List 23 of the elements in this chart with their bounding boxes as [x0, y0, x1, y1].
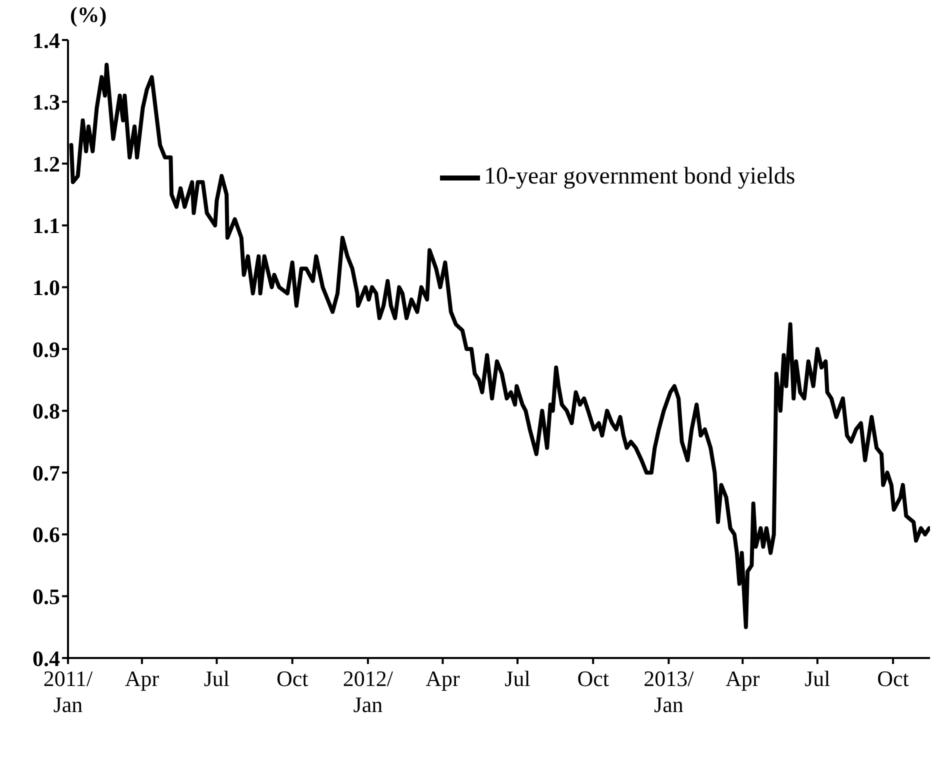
y-tick-label: 1.3: [32, 90, 60, 115]
legend-label: 10-year government bond yields: [484, 164, 796, 190]
y-tick-label: 1.2: [32, 151, 60, 176]
y-tick-label: 1.0: [32, 275, 60, 300]
y-tick-label: 0.9: [32, 336, 60, 362]
y-tick-label: 0.8: [32, 398, 60, 424]
x-tick-label: Jul: [804, 666, 830, 691]
y-tick-label: 1.1: [32, 213, 60, 238]
y-tick-label: 0.5: [32, 584, 60, 610]
x-tick-label: Oct: [577, 666, 609, 691]
y-tick-label: 0.6: [32, 522, 60, 548]
y-tick-label: 0.7: [32, 460, 60, 486]
x-tick-label: Oct: [276, 666, 308, 691]
x-tick-label: Apr: [124, 666, 160, 691]
x-tick-label: 2013/ Jan: [644, 666, 695, 717]
y-tick-label: 1.4: [32, 28, 60, 53]
x-tick-label: 2012/ Jan: [342, 666, 394, 717]
x-tick-label: Apr: [726, 666, 760, 691]
x-tick-label: Jul: [204, 666, 230, 691]
x-tick-label: Apr: [426, 666, 460, 691]
y-axis-title: (%): [70, 2, 107, 28]
x-tick-label: Jul: [504, 666, 530, 691]
x-tick-label: Oct: [877, 666, 909, 691]
